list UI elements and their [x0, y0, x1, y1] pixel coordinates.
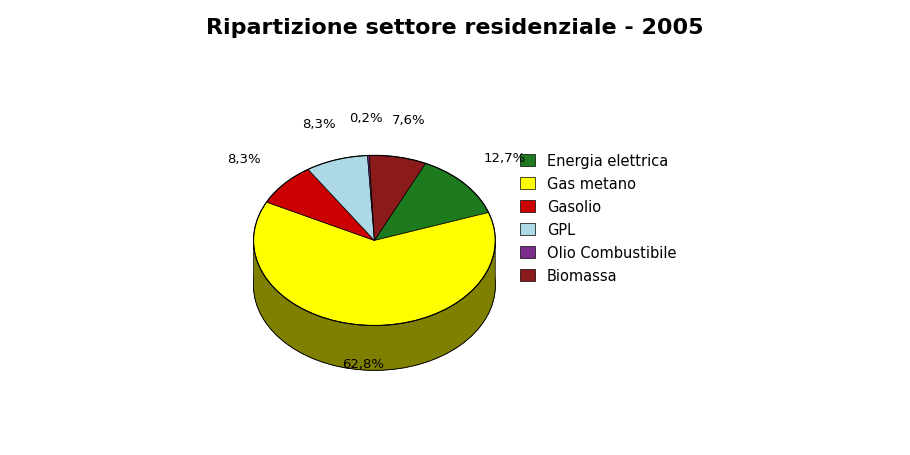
Text: 62,8%: 62,8% [342, 357, 384, 370]
Text: Ripartizione settore residenziale - 2005: Ripartizione settore residenziale - 2005 [207, 18, 703, 37]
Polygon shape [254, 202, 495, 326]
Legend: Energia elettrica, Gas metano, Gasolio, GPL, Olio Combustibile, Biomassa: Energia elettrica, Gas metano, Gasolio, … [521, 154, 676, 283]
Text: 8,3%: 8,3% [303, 117, 336, 131]
Ellipse shape [254, 201, 495, 370]
Polygon shape [374, 164, 489, 241]
Polygon shape [308, 156, 374, 241]
Polygon shape [254, 242, 495, 370]
Polygon shape [267, 170, 374, 241]
Text: 0,2%: 0,2% [349, 111, 382, 125]
Text: 8,3%: 8,3% [227, 152, 260, 166]
Text: 7,6%: 7,6% [392, 114, 426, 126]
Polygon shape [368, 156, 374, 241]
Text: 12,7%: 12,7% [483, 152, 526, 165]
Polygon shape [369, 156, 426, 241]
